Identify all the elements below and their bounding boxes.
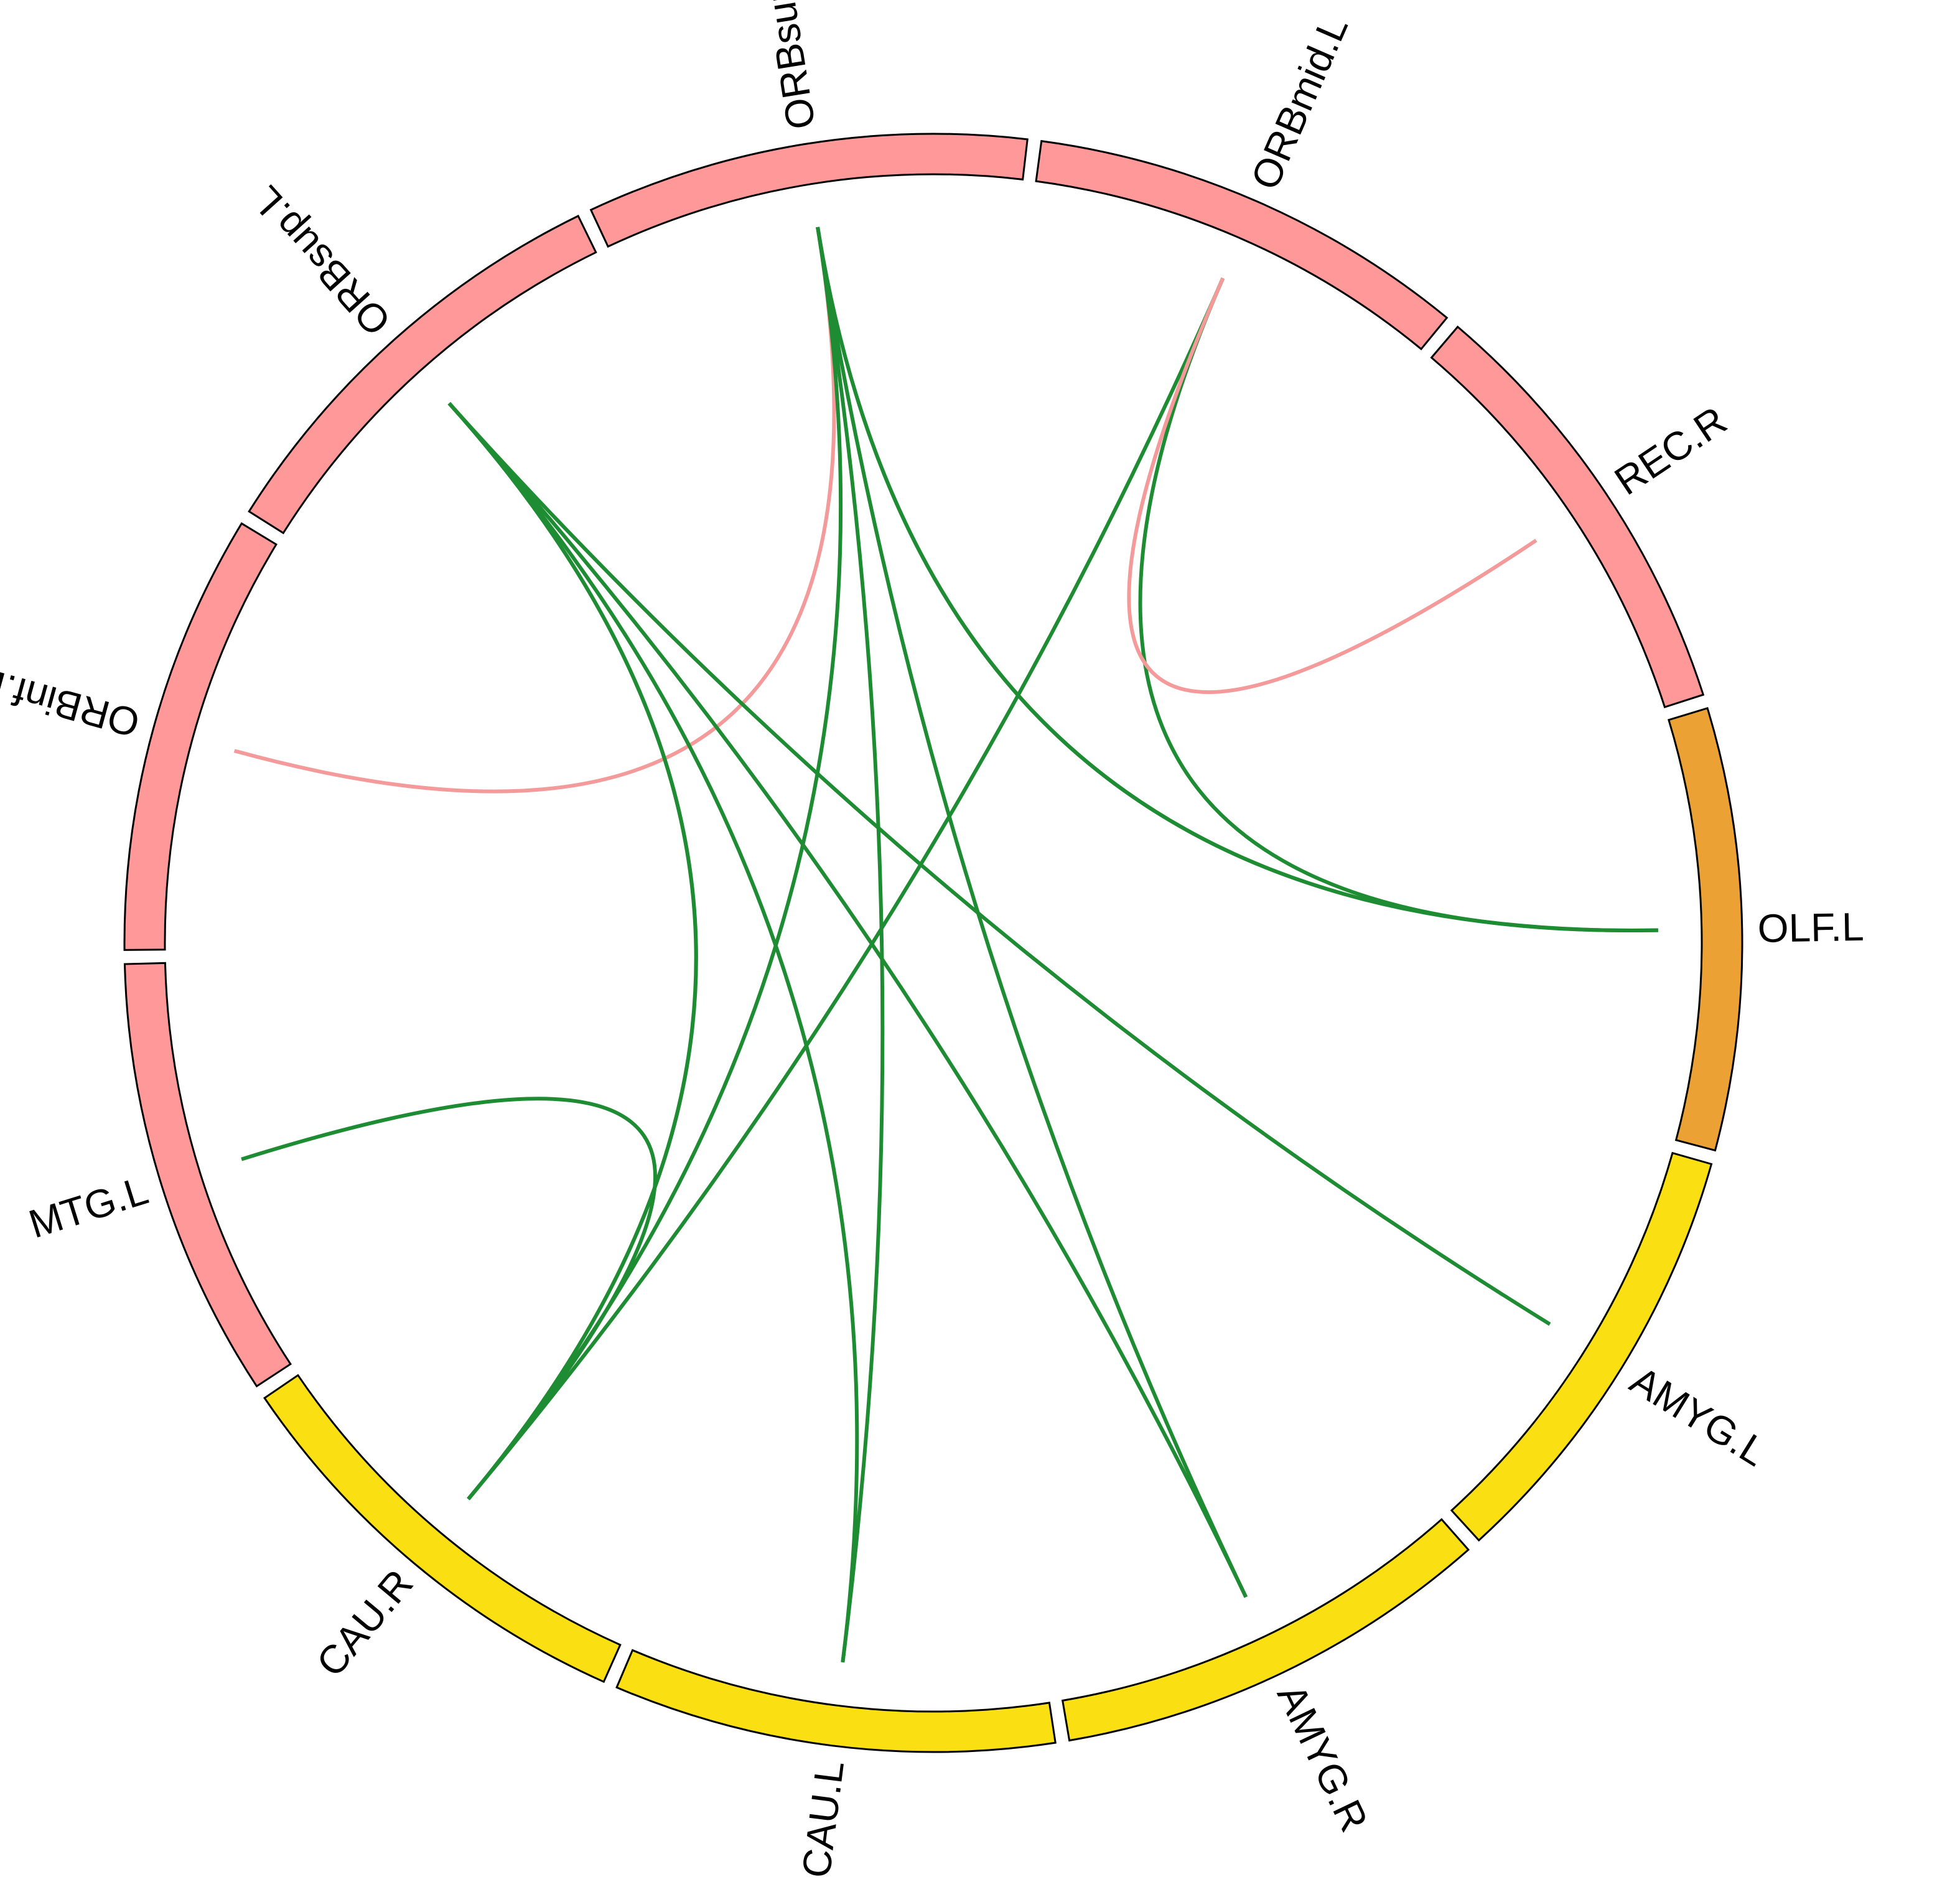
sector-rec-r: [1430, 326, 1705, 709]
sector-olf-l: [1668, 707, 1743, 1152]
connection-orbinf-l-to-orbsup-r: [233, 227, 836, 794]
connection-cau-l-to-orbsup-l: [447, 401, 859, 1663]
sector-orbinf-l: [123, 522, 278, 951]
label-amyg-l: AMYG.L: [1623, 1357, 1775, 1474]
connection-amyg-r-to-orbsup-r: [816, 227, 1248, 1598]
label-amyg-r: AMYG.R: [1269, 1677, 1377, 1838]
sector-amyg-r: [1061, 1518, 1470, 1742]
label-orbsup-r: ORBsup.R: [749, 0, 824, 133]
connection-amyg-l-to-orbsup-l: [447, 401, 1551, 1326]
sector-orbmid-l: [1035, 139, 1449, 350]
label-orbinf-l: ORBinf.L: [0, 660, 144, 746]
sector-orbsup-l: [248, 215, 597, 535]
label-cau-l: CAU.L: [793, 1758, 852, 1880]
sector-cau-r: [263, 1374, 622, 1684]
connection-olf-l-to-orbmid-l: [1138, 277, 1658, 933]
connection-cau-r-to-orbmid-l: [467, 277, 1225, 1501]
label-rec-r: REC.R: [1607, 398, 1735, 504]
sectors-layer: [123, 133, 1743, 1753]
label-orbmid-l: ORBmid.L: [1242, 9, 1356, 195]
connection-rec-r-to-orbmid-l: [1127, 277, 1538, 695]
label-olf-l: OLF.L: [1757, 904, 1864, 951]
connection-cau-l-to-orbsup-r: [816, 227, 885, 1663]
label-cau-r: CAU.R: [308, 1561, 422, 1685]
labels-layer: ORBinf.L ORBsup.L ORBsup.R ORBmid.L REC.R OLF…: [0, 0, 1864, 1880]
label-orbsup-l: ORBsup.L: [243, 177, 399, 344]
sector-mtg-l: [123, 962, 292, 1388]
sector-cau-l: [615, 1649, 1057, 1753]
sector-orbsup-r: [589, 133, 1029, 248]
sector-amyg-l: [1450, 1151, 1713, 1542]
label-mtg-l: MTG.L: [24, 1168, 153, 1247]
connections-layer: [233, 227, 1658, 1663]
connection-amyg-r-to-orbsup-l: [447, 401, 1248, 1598]
connection-cau-r-to-orbsup-l: [447, 401, 698, 1501]
connection-cau-r-to-orbsup-r: [467, 227, 843, 1501]
